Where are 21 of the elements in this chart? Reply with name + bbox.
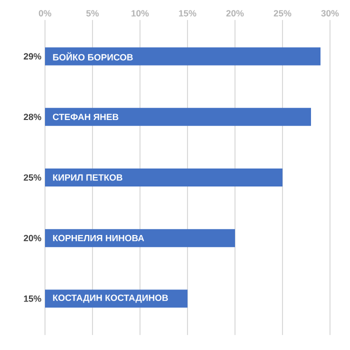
data-label: 20% [24,234,42,242]
y-tick-label: КИРИЛ ПЕТКОВ [53,174,122,181]
x-tick-label: 30% [321,10,339,16]
y-tick-label: КОСТАДИН КОСТАДИНОВ [53,294,168,303]
x-tick-label: 15% [179,10,196,16]
y-tick-label: БОЙКО БОРИСОВ [53,52,133,60]
data-label: 15% [24,295,42,302]
data-label: 25% [24,174,42,181]
x-tick-label: 25% [274,10,292,16]
x-tick-label: 5% [86,10,99,16]
y-tick-label: КОРНЕЛИЯ НИНОВА [53,234,144,242]
x-tick-label: 0% [38,10,52,16]
bar [45,168,283,187]
data-label: 29% [24,53,42,60]
bar [45,47,321,66]
bar [45,229,236,248]
bar [45,108,312,126]
x-tick-label: 10% [132,10,149,16]
x-tick-label: 20% [226,10,244,16]
y-tick-label: СТЕФАН ЯНЕВ [52,114,118,120]
data-label: 28% [24,114,42,120]
